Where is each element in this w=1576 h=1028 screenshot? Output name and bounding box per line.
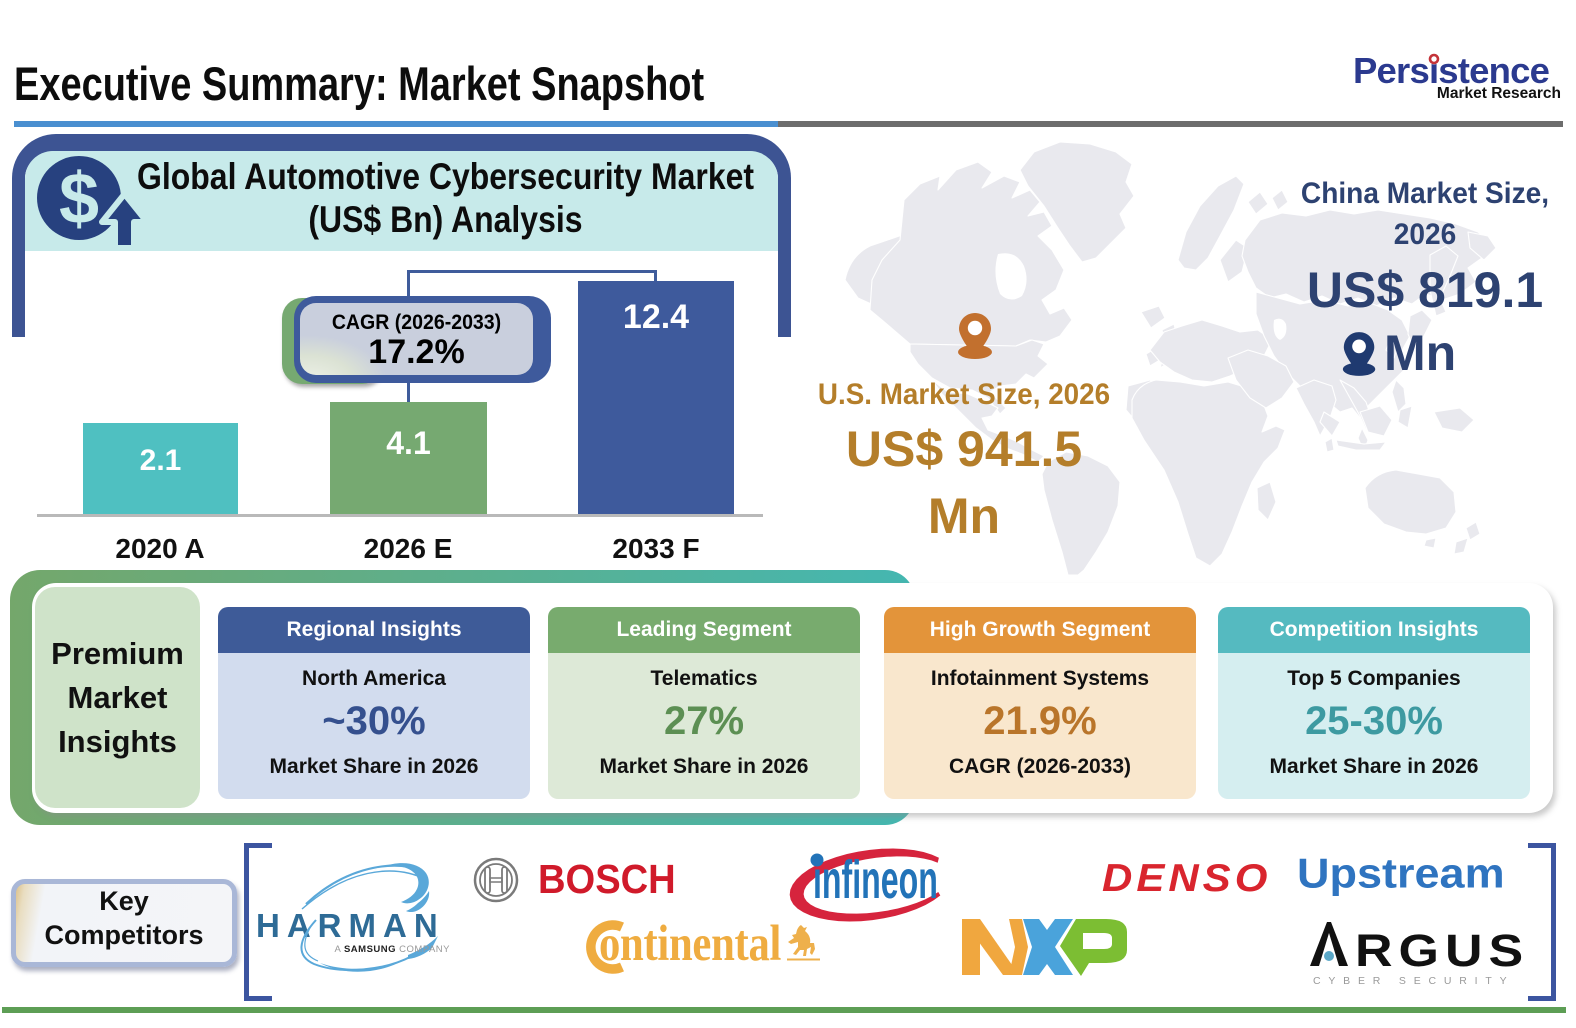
svg-text:RGUS: RGUS bbox=[1355, 926, 1528, 976]
svg-text:$: $ bbox=[59, 159, 99, 239]
svg-text:ontinental: ontinental bbox=[599, 920, 781, 972]
svg-text:Market Research: Market Research bbox=[1437, 85, 1561, 102]
svg-text:CYBER SECURITY: CYBER SECURITY bbox=[1313, 975, 1514, 987]
svg-text:Persistence: Persistence bbox=[1353, 50, 1550, 91]
svg-text:A SAMSUNG COMPANY: A SAMSUNG COMPANY bbox=[335, 944, 451, 955]
svg-text:infineon: infineon bbox=[813, 851, 938, 910]
svg-text:HARMAN: HARMAN bbox=[256, 907, 445, 944]
